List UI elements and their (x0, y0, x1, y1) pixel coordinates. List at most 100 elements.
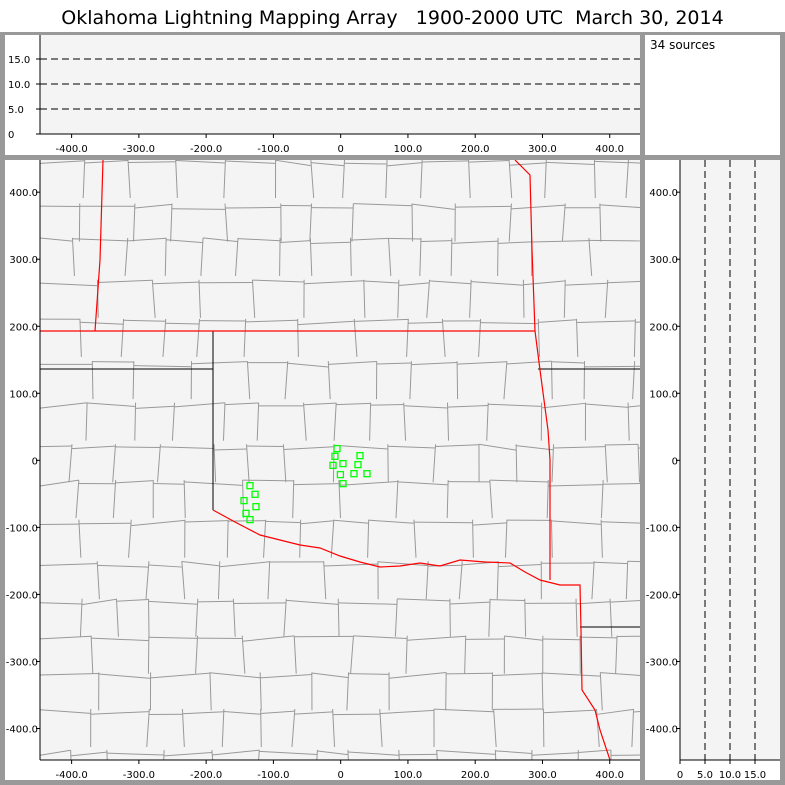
x-tick-label: 200.0 (461, 144, 490, 155)
county-boundary (551, 520, 602, 525)
county-boundary (627, 560, 640, 563)
county-boundary (432, 444, 437, 483)
lightning-source-marker (339, 480, 347, 488)
county-boundary (293, 635, 297, 674)
county-boundary (370, 404, 404, 406)
county-boundary (128, 519, 132, 558)
county-boundary (287, 362, 329, 368)
x-tick-label: 200.0 (461, 770, 490, 781)
county-boundary (134, 203, 173, 209)
y-tick-label: -400.0 (646, 724, 678, 735)
lightning-source-marker (331, 452, 339, 460)
county-boundary (309, 203, 313, 242)
y-tick-label: 5.0 (8, 105, 24, 116)
county-boundary (506, 360, 552, 365)
county-boundary (157, 444, 161, 483)
county-boundary (617, 635, 640, 638)
county-boundary (363, 279, 366, 318)
county-boundary (580, 636, 618, 639)
county-boundary (480, 322, 539, 325)
county-boundary (323, 561, 327, 600)
county-boundary (409, 361, 412, 400)
county-boundary (596, 708, 634, 715)
county-boundary (577, 749, 579, 760)
county-boundary (225, 160, 276, 164)
county-boundary (224, 203, 229, 242)
county-boundary (241, 635, 246, 674)
county-boundary (585, 403, 629, 408)
county-boundary (368, 519, 414, 524)
lightning-source-marker (246, 482, 254, 490)
county-boundary (221, 708, 225, 748)
lightning-source-marker (329, 461, 337, 470)
x-tick-label: -400.0 (55, 144, 87, 155)
county-boundary (243, 318, 247, 357)
county-boundary (317, 750, 348, 756)
county-boundary (233, 602, 287, 605)
county-boundary (645, 238, 646, 276)
county-boundary (232, 598, 236, 637)
y-tick-label: -100.0 (6, 523, 38, 534)
county-boundary (297, 320, 355, 326)
county-boundary (260, 674, 312, 679)
county-boundary (124, 237, 129, 276)
county-boundary (531, 752, 579, 756)
county-boundary (310, 160, 315, 199)
lightning-source-marker (356, 451, 364, 460)
county-boundary (263, 519, 267, 558)
county-boundary (165, 322, 200, 325)
lightning-source-marker (251, 490, 259, 498)
county-boundary (551, 361, 585, 364)
county-boundary (115, 480, 154, 484)
county-boundary (292, 480, 295, 519)
lightning-source-marker (246, 516, 254, 524)
county-boundary (333, 402, 337, 441)
county-boundary (551, 361, 553, 400)
county-boundary (260, 708, 262, 747)
county-boundary (115, 598, 119, 637)
county-boundary (160, 446, 215, 449)
county-boundary (457, 361, 507, 365)
county-boundary (593, 160, 596, 199)
county-boundary (369, 402, 372, 441)
lightning-source-marker (240, 496, 248, 505)
county-boundary (202, 237, 239, 243)
x-tick-label: 0 (337, 144, 343, 155)
county-boundary (181, 561, 220, 567)
county-boundary (563, 279, 566, 318)
county-boundary (604, 444, 608, 483)
county-boundary (601, 521, 640, 524)
county-boundary (599, 672, 603, 711)
county-boundary (354, 318, 409, 322)
county-boundary (259, 672, 262, 711)
county-boundary (217, 561, 221, 600)
county-boundary (515, 444, 518, 483)
county-boundary (550, 519, 553, 558)
county-boundary (599, 203, 602, 242)
county-boundary (642, 280, 643, 318)
county-boundary (604, 279, 609, 318)
county-boundary (242, 479, 294, 482)
county-boundary (576, 318, 579, 357)
county-boundary (40, 445, 73, 448)
county-boundary (284, 361, 289, 400)
county-boundary (251, 279, 256, 318)
county-boundary (509, 162, 547, 166)
county-boundary (407, 635, 466, 641)
county-boundary (546, 161, 595, 166)
chart-title: Oklahoma Lightning Mapping Array 1900-20… (0, 0, 785, 32)
county-boundary (135, 405, 175, 409)
y-tick-label: 300.0 (649, 255, 678, 266)
county-boundary (84, 160, 129, 164)
county-boundary (422, 160, 469, 163)
county-boundary (433, 708, 494, 713)
county-boundary (350, 635, 354, 674)
county-boundary (625, 561, 629, 600)
county-boundary (87, 402, 136, 407)
county-boundary (511, 204, 566, 210)
county-boundary (191, 361, 248, 365)
county-boundary (478, 443, 517, 451)
county-boundary (654, 204, 656, 242)
county-boundary (258, 749, 260, 760)
